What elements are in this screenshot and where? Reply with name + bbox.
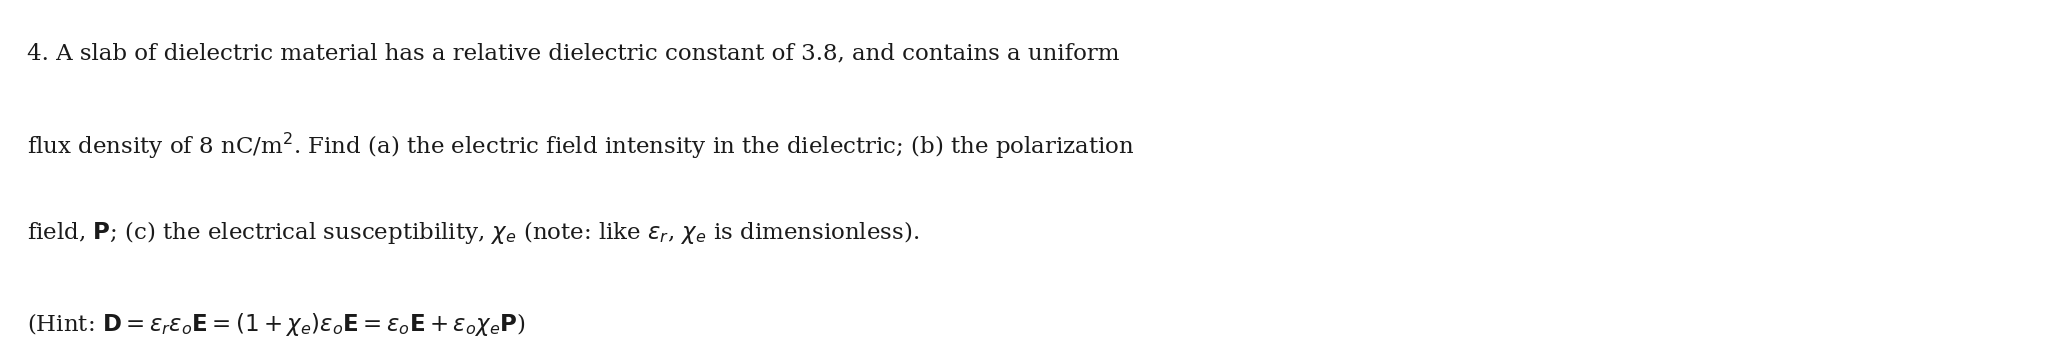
Text: (Hint: $\mathbf{D} = \varepsilon_r \varepsilon_o \mathbf{E} = (1 + \chi_e) \vare: (Hint: $\mathbf{D} = \varepsilon_r \vare… [27, 311, 526, 337]
Text: field, $\mathbf{P}$; (c) the electrical susceptibility, $\chi_e$ (note: like $\v: field, $\mathbf{P}$; (c) the electrical … [27, 219, 919, 246]
Text: 4. A slab of dielectric material has a relative dielectric constant of 3.8, and : 4. A slab of dielectric material has a r… [27, 42, 1119, 64]
Text: flux density of 8 nC/m$^2$. Find (a) the electric field intensity in the dielect: flux density of 8 nC/m$^2$. Find (a) the… [27, 131, 1133, 161]
